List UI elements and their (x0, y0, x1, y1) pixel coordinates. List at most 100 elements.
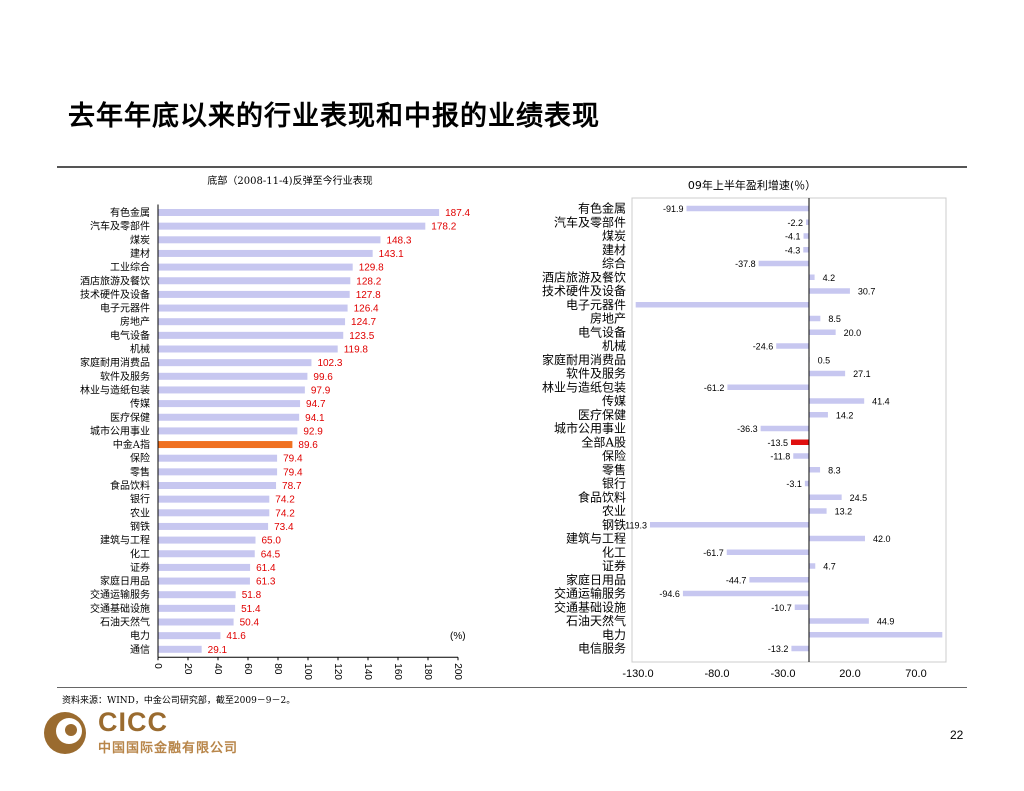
right-value-label: 27.1 (853, 369, 871, 379)
right-category-label: 交通运输服务 (554, 586, 626, 601)
left-category-label: 家庭日用品 (100, 575, 150, 588)
left-value-label: 119.8 (344, 345, 369, 356)
right-category-label: 有色金属 (578, 201, 626, 216)
left-x-tick-label: 120 (332, 663, 343, 680)
right-bar (809, 370, 846, 377)
left-value-label: 129.8 (359, 263, 384, 274)
left-x-tick-label: 0 (152, 663, 163, 669)
left-bar (158, 550, 255, 558)
right-bar (809, 274, 815, 280)
left-category-label: 证券 (130, 561, 150, 574)
left-bar (158, 304, 348, 312)
right-value-label: -3.1 (786, 479, 802, 489)
left-bar (158, 441, 293, 449)
left-category-label: 建材 (130, 247, 150, 260)
left-value-label: 78.7 (282, 481, 302, 492)
right-category-label: 保险 (602, 448, 626, 463)
left-bar (158, 509, 270, 517)
left-category-label: 酒店旅游及餐饮 (80, 274, 150, 287)
right-value-label: 13.2 (835, 507, 853, 517)
right-category-label: 农业 (602, 504, 626, 518)
right-value-label: 119.3 (625, 520, 647, 530)
left-bar (158, 536, 256, 544)
left-value-label: 41.6 (226, 631, 246, 642)
left-bar (158, 318, 346, 326)
right-category-label: 家庭日用品 (566, 572, 626, 587)
left-x-tick-label: 60 (242, 663, 253, 675)
left-x-tick-label: 40 (212, 663, 223, 675)
right-bar (806, 219, 809, 225)
right-category-label: 零售 (602, 462, 626, 477)
right-category-label: 电信服务 (578, 641, 626, 656)
left-x-tick-label: 80 (272, 663, 283, 675)
left-category-label: 电力 (130, 629, 150, 642)
page-title: 去年年底以来的行业表现和中报的业绩表现 (68, 101, 600, 132)
left-x-tick-label: 100 (302, 663, 313, 680)
right-bar (809, 632, 943, 638)
left-bar (158, 468, 278, 476)
left-category-label: 煤炭 (130, 233, 150, 246)
right-category-label: 银行 (602, 477, 626, 491)
left-bar (158, 413, 300, 421)
right-bar (809, 508, 827, 514)
right-category-label: 机械 (602, 338, 626, 353)
right-bar (776, 343, 809, 349)
right-value-label: -2.2 (788, 218, 804, 228)
right-bar (809, 329, 836, 335)
left-category-label: 银行 (130, 493, 150, 506)
right-bar (794, 604, 809, 610)
left-category-label: 中金A指 (113, 438, 150, 451)
left-category-label: 食品饮料 (110, 479, 150, 492)
left-category-label: 钢铁 (130, 520, 150, 533)
right-chart-title: 09年上半年盈利增速(％） (688, 178, 816, 192)
left-bar (158, 563, 251, 571)
left-category-label: 电气设备 (110, 329, 150, 342)
left-category-label: 化工 (130, 547, 150, 560)
left-bar (158, 645, 202, 653)
right-value-label: -61.7 (703, 548, 724, 558)
right-category-label: 钢铁 (602, 518, 626, 532)
right-bar (809, 494, 842, 500)
right-value-label: 8.5 (828, 314, 841, 324)
left-category-label: 房地产 (120, 315, 150, 328)
left-value-label: 178.2 (431, 222, 456, 233)
right-bar (809, 288, 850, 294)
left-value-label: 29.1 (208, 645, 228, 656)
right-bar (809, 618, 869, 624)
left-x-tick-label: 160 (392, 663, 403, 680)
right-x-tick-label: -30.0 (770, 668, 795, 680)
left-unit-label: (%) (450, 631, 466, 642)
left-x-tick-label: 140 (362, 663, 373, 680)
right-category-label: 煤炭 (602, 229, 626, 243)
left-value-label: 124.7 (351, 317, 376, 328)
left-value-label: 74.2 (275, 508, 295, 519)
right-value-label: -4.1 (785, 232, 801, 242)
right-bar (803, 247, 809, 253)
right-bar (803, 233, 809, 239)
right-value-label: 42.0 (873, 534, 891, 544)
left-value-label: 102.3 (317, 358, 342, 369)
cicc-logo-icon (44, 712, 86, 754)
right-x-tick-label: -80.0 (704, 668, 729, 680)
left-bar (158, 209, 440, 216)
right-value-label: -13.5 (767, 438, 788, 448)
left-value-label: 51.4 (241, 604, 261, 615)
right-category-label: 建材 (602, 243, 626, 257)
left-category-label: 电子元器件 (100, 302, 150, 315)
left-bar (158, 263, 353, 271)
right-bar (793, 453, 809, 459)
right-category-label: 石油天然气 (566, 613, 626, 628)
right-value-label: -94.6 (659, 589, 680, 599)
left-bar (158, 400, 301, 408)
logo-name: CICC (98, 707, 168, 737)
left-value-label: 50.4 (240, 618, 260, 629)
right-value-label: -61.2 (704, 383, 725, 393)
right-bar (749, 577, 809, 583)
right-category-label: 电子元器件 (566, 298, 626, 312)
right-category-label: 食品饮料 (578, 489, 626, 504)
right-value-label: -13.2 (768, 644, 789, 654)
left-value-label: 51.8 (242, 590, 262, 601)
left-bar (158, 277, 351, 285)
right-category-label: 电力 (602, 628, 626, 642)
right-plot-frame (631, 197, 947, 663)
